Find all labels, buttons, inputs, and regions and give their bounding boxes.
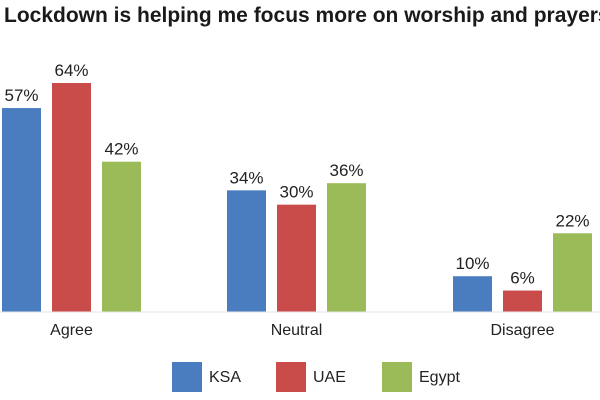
legend: KSA UAE Egypt [172, 362, 460, 392]
data-label-egypt-disagree: 22% [555, 211, 589, 230]
bar-egypt-agree [102, 161, 141, 312]
data-label-egypt-neutral: 36% [329, 161, 363, 180]
data-label-ksa-disagree: 10% [455, 254, 489, 273]
data-label-uae-agree: 64% [54, 61, 88, 80]
legend-label-uae: UAE [313, 369, 346, 386]
legend-label-ksa: KSA [209, 369, 241, 386]
chart-title: Lockdown is helping me focus more on wor… [4, 4, 600, 27]
category-labels: Agree Neutral Disagree [50, 322, 554, 339]
bar-ksa-neutral [227, 190, 266, 312]
data-label-ksa-agree: 57% [4, 86, 38, 105]
data-label-ksa-neutral: 34% [229, 168, 263, 187]
legend-swatch-uae [276, 362, 306, 392]
data-label-uae-neutral: 30% [279, 183, 313, 202]
bar-uae-agree [52, 83, 91, 312]
category-label-disagree: Disagree [490, 322, 554, 339]
category-label-neutral: Neutral [271, 322, 323, 339]
bar-uae-disagree [503, 290, 542, 312]
bar-egypt-disagree [553, 233, 592, 312]
legend-swatch-ksa [172, 362, 202, 392]
data-label-egypt-agree: 42% [104, 140, 138, 159]
category-label-agree: Agree [50, 322, 93, 339]
bar-uae-neutral [277, 204, 316, 312]
bar-ksa-agree [2, 108, 41, 312]
bar-egypt-neutral [327, 183, 366, 312]
bars-group: 57% 64% 42% 34% 30% 36% 10% 6% 22% [2, 61, 592, 312]
data-label-uae-disagree: 6% [510, 269, 535, 288]
legend-swatch-egypt [382, 362, 412, 392]
legend-label-egypt: Egypt [419, 369, 460, 386]
bar-ksa-disagree [453, 276, 492, 312]
